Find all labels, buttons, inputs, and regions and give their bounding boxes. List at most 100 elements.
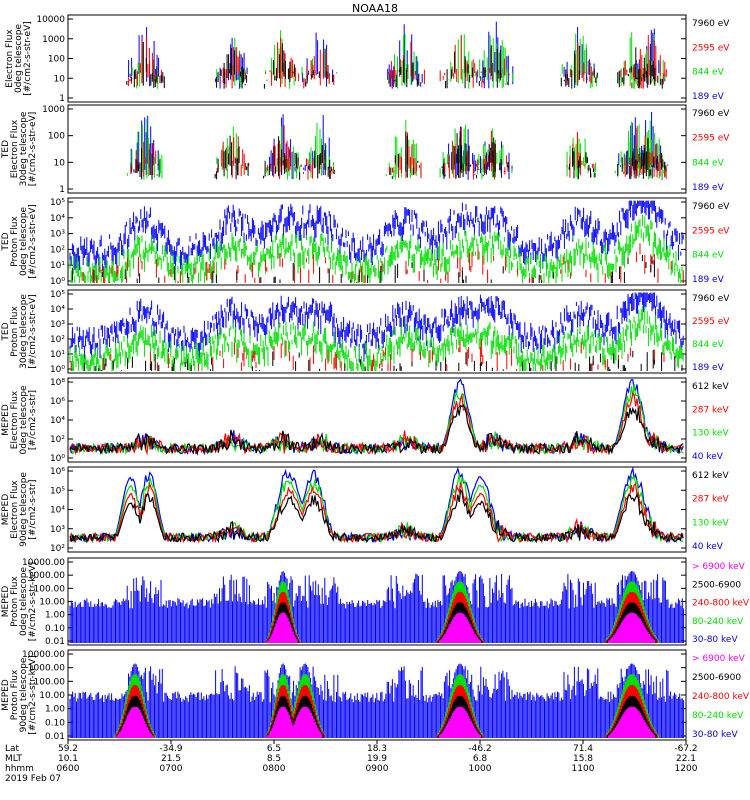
legend-entry: > 6900 keV: [692, 654, 746, 664]
x-tick-hhmm: 0600: [57, 764, 80, 774]
y-axis-label: 0deg telescope: [19, 385, 29, 455]
series-group: [69, 378, 684, 456]
y-tick-label: 10⁶: [50, 397, 65, 407]
y-axis-label: [#/cm2-s-str-eV]: [23, 21, 33, 96]
y-tick-label: 10.00: [39, 691, 65, 701]
legend-entry: > 6900 keV: [692, 562, 746, 572]
legend-entry: 80-240 keV: [692, 617, 744, 627]
series-black: [69, 403, 684, 456]
series-red: [131, 125, 669, 180]
series-group: [126, 21, 667, 89]
series-green: [69, 305, 684, 371]
legend-entry: 30-80 keV: [692, 635, 738, 645]
y-axis-label: Proton Flux: [10, 576, 20, 627]
series-green: [130, 30, 666, 89]
legend-entry: 287 keV: [692, 405, 729, 415]
x-tick-mlt: 15.8: [573, 754, 593, 764]
panel-7: 10000.00 1000.00 100.00 10.00 1.00 0.10 0.01 ME…: [1, 557, 750, 647]
y-tick-label: 10³: [50, 230, 65, 240]
y-axis-label: Electron Flux: [10, 480, 20, 539]
y-tick-label: 10⁸: [50, 378, 65, 388]
y-tick-label: 10²: [50, 245, 65, 255]
legend-entry: 189 eV: [692, 92, 725, 102]
y-axis-label: 0deg telescope: [19, 207, 29, 277]
x-tick-hhmm: 0800: [263, 764, 286, 774]
series-group: [69, 200, 684, 284]
y-tick-label: 10: [54, 74, 66, 84]
y-axis-label: Electron Flux: [5, 29, 15, 88]
chart-title: NOAA18: [352, 2, 398, 15]
y-axis-label: Electron Flux: [10, 119, 20, 178]
y-tick-label: 10²: [50, 335, 65, 345]
x-row-label: MLT: [5, 754, 23, 764]
x-tick-hhmm: 0700: [160, 764, 183, 774]
legend-entry: 130 keV: [692, 429, 729, 439]
panel-5: 10⁸ 10⁶ 10⁴ 10² 10⁰ MEPED Electron Flux 0deg te…: [1, 377, 729, 464]
panel-2: 1000 100 10 1 TED Electron Flux 30deg telescop…: [1, 104, 730, 195]
y-axis-label: [#/cm2-s-str-eV]: [28, 294, 38, 369]
y-tick-label: 10: [54, 158, 66, 168]
y-tick-label: 10⁵: [50, 198, 65, 208]
y-tick-label: 10⁴: [50, 506, 65, 516]
legend-entry: 612 keV: [692, 382, 729, 392]
y-axis-label: [#/cm2-s-str-eV]: [28, 112, 38, 187]
legend-entry: 844 eV: [692, 158, 725, 168]
y-axis-label: Proton Flux: [10, 216, 20, 267]
y-axis-label: [#/cm2-s-str]: [28, 390, 38, 450]
panel-frame: [67, 289, 687, 374]
x-tick-lat: 59.2: [58, 744, 78, 754]
x-tick-mlt: 21.5: [161, 754, 181, 764]
y-axis-label: TED: [1, 322, 11, 341]
series-black: [71, 255, 655, 284]
y-axis-label: Proton Flux: [10, 306, 20, 357]
x-tick-mlt: 19.9: [367, 754, 387, 764]
x-row-label: hhmm: [5, 764, 34, 774]
y-tick-label: 10³: [50, 320, 65, 330]
x-tick-lat: 6.5: [267, 744, 281, 754]
y-tick-label: 1000.00: [28, 571, 65, 581]
panel-frame: [67, 14, 687, 103]
y-tick-label: 0.01: [45, 732, 65, 742]
y-axis-label: TED: [1, 140, 11, 159]
x-row-label: Lat: [5, 744, 20, 754]
y-tick-label: 10³: [50, 525, 65, 535]
y-tick-label: 10¹: [50, 350, 65, 360]
series-magenta: [116, 706, 656, 738]
y-tick-label: 10⁴: [50, 416, 65, 426]
y-tick-label: 10⁰: [50, 277, 65, 287]
panel-8: 10000.00 1000.00 100.00 10.00 1.00 0.10 0.01 ME…: [1, 649, 750, 742]
y-tick-label: 10⁶: [50, 467, 65, 477]
series-group: [126, 111, 669, 180]
y-tick-label: 1000.00: [28, 664, 65, 674]
legend-entry: 2500-6900: [692, 673, 741, 683]
y-axis-label: 0deg telescope: [14, 24, 24, 94]
legend-entry: 2500-6900: [692, 580, 741, 590]
y-axis-label: Proton Flux: [10, 669, 20, 720]
y-axis-label: 0deg telescope: [19, 567, 29, 637]
x-tick-lat: -67.2: [674, 744, 697, 754]
y-axis-label: Electron Flux: [10, 390, 20, 449]
y-axis-label: 90deg telescope: [19, 657, 29, 732]
y-axis-label: 30deg telescope: [19, 111, 29, 186]
y-tick-label: 1000: [42, 35, 65, 45]
y-axis-label: MEPED: [1, 586, 11, 618]
y-axis-label: [#/cm2-s-str]: [28, 479, 38, 539]
series-group: [69, 292, 684, 372]
x-tick-lat: -34.9: [159, 744, 183, 754]
y-tick-label: 100: [48, 55, 65, 65]
series-black: [126, 42, 663, 89]
legend-entry: 2595 eV: [692, 226, 730, 236]
legend-entry: 287 keV: [692, 495, 729, 505]
y-axis-label: 90deg telescope: [19, 472, 29, 547]
x-tick-lat: 71.4: [573, 744, 593, 754]
y-tick-label: 10⁴: [50, 214, 65, 224]
series-blue: [69, 663, 685, 738]
y-axis-label: TED: [1, 232, 11, 251]
y-axis-label: MEPED: [1, 404, 11, 436]
panel-6: 10⁶ 10⁵ 10⁴ 10³ 10² MEPED Electron Flux 90deg t…: [1, 466, 729, 554]
legend-entry: 2595 eV: [692, 134, 730, 144]
legend-entry: 240-800 keV: [692, 599, 750, 609]
panel-4: 10⁵ 10⁴ 10³ 10² 10¹ 10⁰ TED Proton Flux 30deg te…: [1, 289, 730, 375]
